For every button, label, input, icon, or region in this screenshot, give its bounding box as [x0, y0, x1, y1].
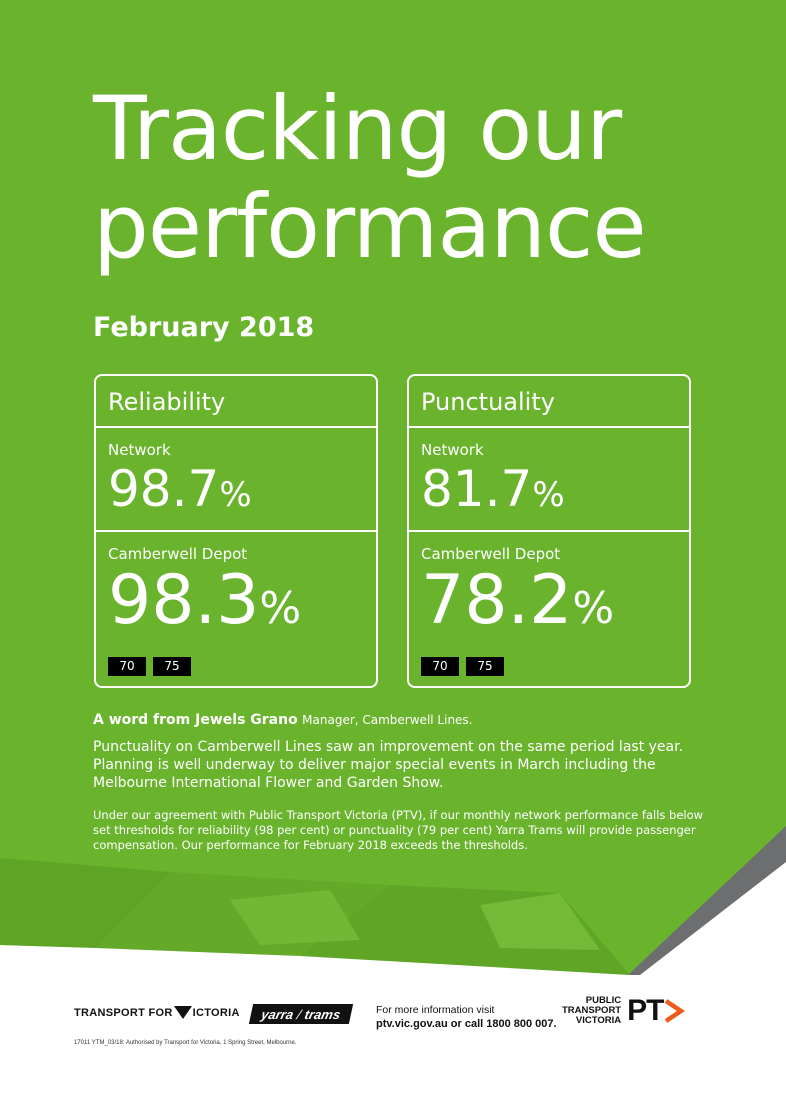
percent-sign: % [572, 583, 615, 634]
network-label: Network [421, 441, 484, 459]
grey-band [628, 826, 786, 975]
contact-info-line-1: For more information visit [376, 1004, 495, 1016]
yarra-slash: / [295, 1006, 303, 1022]
page-title: Tracking our performance [93, 77, 647, 278]
transport-for-victoria-logo: TRANSPORT FOR ICTORIA [74, 1006, 240, 1019]
tfv-text-right: ICTORIA [192, 1006, 240, 1019]
ptv-logo: PUBLIC TRANSPORT VICTORIA PT [562, 994, 686, 1028]
network-section: Network 81.7% [409, 428, 689, 532]
ptv-word-1: PUBLIC [585, 995, 622, 1006]
title-line-1: Tracking our [93, 77, 622, 180]
depot-section: Camberwell Depot 78.2% [409, 532, 689, 686]
route-badges: 70 75 [108, 657, 191, 676]
compensation-notice: Under our agreement with Public Transpor… [93, 808, 704, 852]
percent-sign: % [532, 475, 565, 515]
yarra-text-right: trams [303, 1006, 343, 1022]
contact-info: For more information visit ptv.vic.gov.a… [376, 1003, 557, 1031]
dark-facet-1 [0, 858, 170, 948]
card-heading: Reliability [96, 376, 376, 428]
ptv-letters: PT [627, 994, 664, 1027]
ptv-word-3: VICTORIA [575, 1015, 622, 1026]
manager-role: Manager, Camberwell Lines. [302, 713, 473, 727]
depot-label: Camberwell Depot [421, 545, 561, 563]
authorisation-line: 17011 YTM_03/18: Authorised by Transport… [74, 1040, 297, 1046]
tfv-v-icon [173, 1006, 192, 1019]
route-badge: 70 [421, 657, 459, 676]
yarra-text-left: yarra [259, 1006, 295, 1022]
yarra-trams-logo: yarra / trams [248, 1004, 354, 1024]
manager-message: Punctuality on Camberwell Lines saw an i… [93, 739, 684, 791]
report-period: February 2018 [93, 312, 315, 343]
ptv-wordmark: PUBLIC TRANSPORT VICTORIA [562, 996, 621, 1026]
depot-value: 98.3% [108, 563, 376, 647]
card-heading: Punctuality [409, 376, 689, 428]
ptv-word-2: TRANSPORT [562, 1005, 622, 1016]
route-badges: 70 75 [421, 657, 504, 676]
depot-value: 78.2% [421, 563, 689, 647]
network-section: Network 98.7% [96, 428, 376, 532]
depot-number: 98.3 [108, 561, 260, 640]
network-value: 81.7% [421, 461, 689, 523]
depot-number: 78.2 [421, 561, 573, 640]
depot-section: Camberwell Depot 98.3% [96, 532, 376, 686]
network-number: 81.7 [421, 460, 533, 518]
ptv-arrow-icon [665, 999, 686, 1023]
manager-intro-text: A word from Jewels Grano [93, 712, 298, 728]
network-number: 98.7 [108, 460, 220, 518]
title-line-2: performance [93, 175, 647, 278]
reliability-card: Reliability Network 98.7% Camberwell Dep… [94, 374, 378, 688]
light-facet-2 [480, 893, 600, 950]
tfv-text-left: TRANSPORT FOR [74, 1006, 173, 1019]
percent-sign: % [259, 583, 302, 634]
percent-sign: % [219, 475, 252, 515]
network-label: Network [108, 441, 171, 459]
white-footer-area [0, 845, 786, 1111]
route-badge: 75 [153, 657, 191, 676]
ptv-mark: PT [627, 994, 686, 1028]
route-badge: 75 [466, 657, 504, 676]
depot-label: Camberwell Depot [108, 545, 248, 563]
light-facet-1 [230, 890, 360, 945]
route-badge: 70 [108, 657, 146, 676]
contact-info-line-2: ptv.vic.gov.au or call 1800 800 007. [376, 1018, 557, 1030]
manager-intro: A word from Jewels Grano Manager, Camber… [93, 712, 473, 728]
punctuality-card: Punctuality Network 81.7% Camberwell Dep… [407, 374, 691, 688]
network-value: 98.7% [108, 461, 376, 523]
